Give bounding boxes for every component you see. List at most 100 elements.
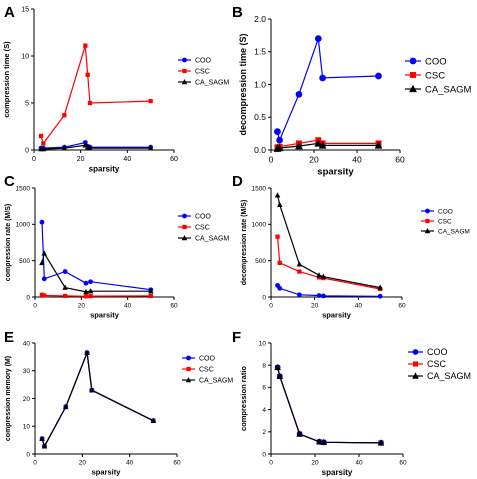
y-tick-label: 2.0 bbox=[254, 14, 266, 24]
series-coo bbox=[39, 219, 154, 293]
panel-c: C 0 20 40 60 0 500 1000 1500 sparsity compression … bbox=[4, 173, 229, 320]
data-point bbox=[296, 261, 303, 267]
data-point bbox=[275, 143, 284, 152]
legend-item: CSC bbox=[178, 225, 210, 232]
data-point bbox=[275, 234, 280, 239]
series-line bbox=[276, 38, 379, 143]
series-csc bbox=[38, 43, 153, 146]
legend-marker bbox=[412, 361, 419, 367]
data-point bbox=[274, 128, 281, 136]
legend-label: COO bbox=[199, 356, 216, 363]
data-point bbox=[88, 279, 93, 285]
data-point bbox=[62, 269, 68, 274]
x-tick-label: 60 bbox=[173, 460, 181, 467]
legend-label: CSC bbox=[199, 367, 214, 374]
data-point bbox=[41, 250, 48, 256]
data-point bbox=[83, 43, 88, 48]
legend-item: CSC bbox=[178, 69, 210, 76]
data-point bbox=[148, 98, 153, 104]
legend-label: CSC bbox=[427, 359, 447, 369]
legend-item: COO bbox=[421, 208, 453, 215]
data-point bbox=[276, 201, 283, 207]
panel-letter: F bbox=[232, 329, 241, 346]
y-tick-label: 6 bbox=[262, 385, 266, 392]
legend-label: CSC bbox=[195, 69, 210, 76]
legend-label: CSC bbox=[195, 225, 210, 232]
legend-item: CA_SAGM bbox=[178, 235, 229, 243]
x-tick-label: 20 bbox=[77, 156, 85, 163]
data-point bbox=[274, 363, 281, 371]
legend-label: CSC bbox=[438, 218, 452, 225]
y-tick-label: 20 bbox=[23, 396, 31, 403]
y-tick-label: 1.5 bbox=[254, 47, 266, 57]
x-tick-label: 60 bbox=[398, 303, 406, 310]
y-tick-label: 0 bbox=[262, 294, 266, 301]
legend-marker bbox=[424, 228, 431, 234]
x-tick-label: 40 bbox=[126, 460, 134, 467]
panel-f: F 0 20 40 60 0 2 4 6 8 10 sparsity compression ratio… bbox=[232, 329, 471, 477]
x-tick-label: 60 bbox=[395, 155, 405, 165]
series-ca-sagm bbox=[274, 363, 385, 446]
data-point bbox=[61, 145, 68, 151]
legend: COO CSC CA_SAGM bbox=[421, 208, 470, 235]
legend-marker bbox=[185, 377, 192, 383]
y-axis-title: compression time (S) bbox=[2, 41, 11, 118]
data-point bbox=[87, 145, 93, 151]
y-tick-label: 0.0 bbox=[254, 145, 266, 155]
legend: COO CSC CA_SAGM bbox=[405, 56, 472, 95]
data-point bbox=[276, 136, 283, 144]
series-line bbox=[40, 45, 151, 145]
legend: COO CSC CA_SAGM bbox=[178, 214, 229, 243]
y-tick-label: 1000 bbox=[252, 222, 267, 229]
series-ca-sagm bbox=[38, 142, 154, 152]
x-tick-label: 40 bbox=[352, 155, 362, 165]
data-point bbox=[62, 284, 68, 290]
data-point bbox=[88, 294, 93, 299]
legend-marker bbox=[412, 372, 419, 379]
legend-item: CSC bbox=[182, 367, 214, 374]
legend-item: CSC bbox=[408, 359, 447, 369]
legend-marker bbox=[412, 349, 419, 355]
y-tick-label: 15 bbox=[21, 6, 29, 13]
x-tick-label: 20 bbox=[78, 303, 86, 310]
data-point bbox=[296, 430, 303, 437]
x-axis-title: sparsity bbox=[322, 311, 352, 320]
series-line bbox=[277, 195, 381, 289]
data-point bbox=[277, 285, 283, 291]
legend-marker bbox=[182, 224, 187, 230]
legend-marker bbox=[186, 355, 191, 361]
data-point bbox=[274, 192, 281, 198]
y-tick-label: 0.5 bbox=[254, 112, 266, 122]
series-coo bbox=[275, 282, 383, 299]
series-ca-sagm bbox=[273, 139, 383, 152]
panel-a: A 0 20 40 60 0 5 10 15 sparsity compression time (… bbox=[2, 4, 229, 174]
data-point bbox=[62, 293, 68, 299]
data-point bbox=[87, 100, 93, 106]
x-tick-label: 0 bbox=[269, 460, 273, 467]
y-tick-label: 1500 bbox=[252, 185, 267, 192]
y-tick-label: 500 bbox=[255, 258, 266, 265]
y-axis-title: compression ratio bbox=[239, 366, 248, 431]
x-tick-label: 40 bbox=[355, 460, 363, 467]
legend-item: COO bbox=[408, 347, 448, 357]
series-line bbox=[41, 251, 151, 293]
legend-marker bbox=[425, 218, 430, 224]
data-point bbox=[316, 438, 323, 445]
x-tick-label: 0 bbox=[33, 303, 37, 310]
series-line bbox=[41, 352, 154, 448]
x-tick-label: 0 bbox=[269, 155, 274, 165]
panel-b: B 0 20 40 60 0.0 0.5 1.0 1.5 2.0 sparsity decompres… bbox=[232, 4, 472, 178]
y-tick-label: 2 bbox=[262, 429, 266, 436]
legend-label: COO bbox=[438, 208, 453, 215]
legend: COO CSC CA_SAGM bbox=[408, 347, 471, 381]
y-tick-label: 0 bbox=[25, 147, 29, 154]
series-coo bbox=[274, 364, 384, 446]
y-axis-title: decompression time (S) bbox=[238, 33, 248, 135]
series-ca-sagm bbox=[39, 349, 157, 449]
series-ca-sagm bbox=[39, 250, 154, 295]
y-tick-label: 8 bbox=[262, 362, 266, 369]
x-tick-label: 20 bbox=[309, 155, 319, 165]
data-point bbox=[148, 288, 154, 294]
data-point bbox=[42, 293, 47, 298]
data-point bbox=[295, 90, 303, 98]
